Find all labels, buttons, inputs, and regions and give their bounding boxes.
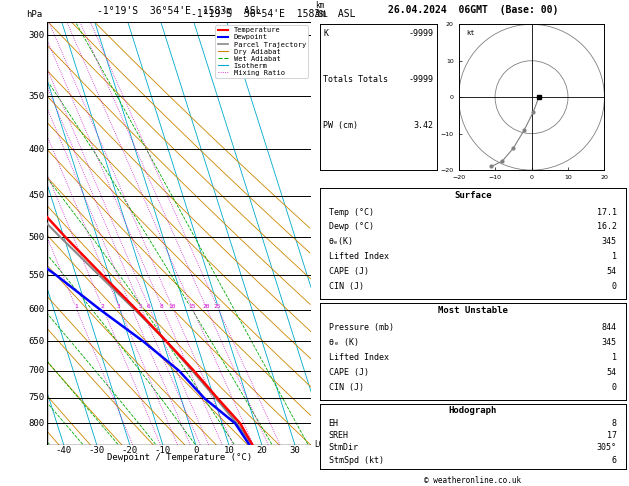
Text: 20: 20 — [203, 304, 209, 309]
Text: 8: 8 — [611, 419, 616, 428]
Text: 350: 350 — [28, 92, 45, 101]
Text: 700: 700 — [28, 366, 45, 375]
Text: Mixing Ratio (g/kg): Mixing Ratio (g/kg) — [345, 186, 353, 281]
Text: 400: 400 — [28, 145, 45, 154]
Text: θₑ(K): θₑ(K) — [329, 238, 353, 246]
Text: 3: 3 — [117, 304, 121, 309]
Text: EH: EH — [329, 419, 339, 428]
Text: 550: 550 — [28, 271, 45, 280]
Text: 8: 8 — [339, 96, 344, 105]
Text: -9999: -9999 — [408, 29, 433, 38]
Legend: Temperature, Dewpoint, Parcel Trajectory, Dry Adiabat, Wet Adiabat, Isotherm, Mi: Temperature, Dewpoint, Parcel Trajectory… — [216, 25, 308, 78]
Text: 345: 345 — [602, 338, 616, 347]
Text: 1: 1 — [74, 304, 77, 309]
Text: 345: 345 — [602, 238, 616, 246]
Text: 2: 2 — [326, 428, 331, 437]
Text: -9999: -9999 — [408, 75, 433, 84]
Text: 6: 6 — [611, 455, 616, 465]
Text: 54: 54 — [606, 368, 616, 377]
Text: 10: 10 — [223, 446, 234, 455]
Text: CIN (J): CIN (J) — [329, 383, 364, 392]
Text: 750: 750 — [28, 394, 45, 402]
Text: 6: 6 — [339, 218, 344, 226]
Text: 16.2: 16.2 — [597, 223, 616, 231]
Text: 5: 5 — [339, 278, 344, 287]
Text: Pressure (mb): Pressure (mb) — [329, 323, 394, 332]
Text: 4: 4 — [339, 336, 344, 345]
Text: StmDir: StmDir — [329, 443, 359, 452]
Text: -1°19'S  36°54'E  1583m  ASL: -1°19'S 36°54'E 1583m ASL — [97, 6, 262, 16]
Text: Most Unstable: Most Unstable — [438, 306, 508, 315]
Text: -10: -10 — [155, 446, 171, 455]
Text: 54: 54 — [606, 267, 616, 277]
Text: 6: 6 — [147, 304, 151, 309]
Text: 0: 0 — [611, 282, 616, 291]
Text: 2: 2 — [339, 440, 344, 449]
Text: 800: 800 — [28, 419, 45, 428]
Text: Dewpoint / Temperature (°C): Dewpoint / Temperature (°C) — [107, 453, 252, 462]
Text: 4: 4 — [326, 315, 331, 325]
Text: Temp (°C): Temp (°C) — [329, 208, 374, 216]
Text: Hodograph: Hodograph — [448, 406, 497, 415]
Text: 305°: 305° — [597, 443, 616, 452]
Text: K: K — [323, 29, 328, 38]
Text: km
ASL: km ASL — [314, 0, 328, 18]
Text: -40: -40 — [55, 446, 72, 455]
Text: -20: -20 — [121, 446, 138, 455]
Text: 26.04.2024  06GMT  (Base: 00): 26.04.2024 06GMT (Base: 00) — [387, 5, 558, 15]
Text: 1: 1 — [611, 252, 616, 261]
Text: 2: 2 — [101, 304, 104, 309]
Text: 650: 650 — [28, 337, 45, 346]
Text: Dewp (°C): Dewp (°C) — [329, 223, 374, 231]
Text: Lifted Index: Lifted Index — [329, 353, 389, 362]
Text: 844: 844 — [602, 323, 616, 332]
Text: 6: 6 — [326, 210, 331, 219]
Text: 15: 15 — [188, 304, 196, 309]
Text: 7: 7 — [326, 157, 331, 166]
Text: LCL: LCL — [314, 440, 328, 449]
Text: 3.42: 3.42 — [413, 121, 433, 130]
Text: hPa: hPa — [26, 11, 42, 19]
Text: 600: 600 — [28, 305, 45, 314]
Text: 17: 17 — [606, 431, 616, 440]
Text: 0: 0 — [611, 383, 616, 392]
Text: kt: kt — [466, 30, 474, 36]
Text: CIN (J): CIN (J) — [329, 282, 364, 291]
Text: StmSpd (kt): StmSpd (kt) — [329, 455, 384, 465]
Text: 20: 20 — [257, 446, 267, 455]
Text: 8: 8 — [160, 304, 164, 309]
Text: θₑ (K): θₑ (K) — [329, 338, 359, 347]
Text: 30: 30 — [289, 446, 300, 455]
Text: 10: 10 — [169, 304, 176, 309]
Text: SREH: SREH — [329, 431, 348, 440]
Text: 4: 4 — [129, 304, 133, 309]
Text: -30: -30 — [89, 446, 105, 455]
Text: 3: 3 — [339, 394, 344, 402]
Text: 25: 25 — [214, 304, 221, 309]
Text: CAPE (J): CAPE (J) — [329, 368, 369, 377]
Text: 5: 5 — [326, 263, 331, 273]
Text: CAPE (J): CAPE (J) — [329, 267, 369, 277]
Text: 300: 300 — [28, 31, 45, 40]
Text: 3: 3 — [326, 375, 331, 383]
Text: 5: 5 — [139, 304, 143, 309]
Text: Totals Totals: Totals Totals — [323, 75, 388, 84]
Text: 8: 8 — [326, 100, 331, 109]
Text: 7: 7 — [339, 156, 344, 164]
Text: 0: 0 — [193, 446, 199, 455]
Text: 450: 450 — [28, 191, 45, 200]
Text: 500: 500 — [28, 233, 45, 242]
Text: © weatheronline.co.uk: © weatheronline.co.uk — [424, 476, 521, 485]
Text: Lifted Index: Lifted Index — [329, 252, 389, 261]
Text: -1°19'S  36°54'E  1583m  ASL: -1°19'S 36°54'E 1583m ASL — [191, 9, 355, 18]
Text: 1: 1 — [611, 353, 616, 362]
Text: 17.1: 17.1 — [597, 208, 616, 216]
Text: PW (cm): PW (cm) — [323, 121, 358, 130]
Text: Surface: Surface — [454, 191, 491, 200]
